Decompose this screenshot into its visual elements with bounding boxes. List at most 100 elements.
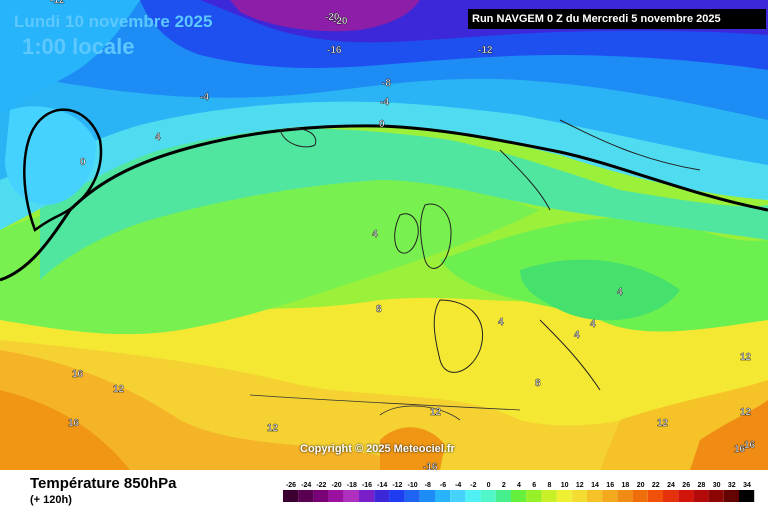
legend-tick-label: 20 <box>637 482 645 489</box>
legend-tick-label: -14 <box>377 482 387 489</box>
map-value-label: 4 <box>498 317 504 328</box>
legend-tick-label: 18 <box>622 482 630 489</box>
legend-tick-label: 10 <box>561 482 569 489</box>
legend-color-swatch <box>419 490 435 502</box>
legend-tick-label: 0 <box>487 482 491 489</box>
legend-color-swatch <box>556 490 572 502</box>
map-value-label: 4 <box>590 319 596 330</box>
legend-tick-label: -16 <box>362 482 372 489</box>
parameter-title: Température 850hPa <box>30 475 177 492</box>
legend-color-swatch <box>404 490 420 502</box>
legend-color-swatch <box>480 490 496 502</box>
map-value-label: 4 <box>155 132 161 143</box>
legend-color-swatch <box>617 490 633 502</box>
legend-tick-label: -2 <box>470 482 476 489</box>
legend-tick-label: -26 <box>286 482 296 489</box>
legend-tick-label: 26 <box>682 482 690 489</box>
legend-tick-label: -18 <box>347 482 357 489</box>
map-value-label: -16 <box>327 45 342 56</box>
map-value-label: 12 <box>113 384 125 395</box>
map-value-label: 12 <box>740 352 752 363</box>
forecast-time: 1:00 locale <box>22 34 135 59</box>
map-value-label: -4 <box>200 92 209 103</box>
legend-color-swatch <box>632 490 648 502</box>
legend-tick-label: 28 <box>698 482 706 489</box>
map-value-label: -20 <box>325 12 340 23</box>
legend-tick-label: -4 <box>455 482 461 489</box>
map-value-label: 4 <box>617 287 623 298</box>
legend-tick-label: 4 <box>517 482 521 489</box>
map-value-label: -4 <box>380 97 389 108</box>
legend-tick-label: 6 <box>532 482 536 489</box>
map-value-label: 16 <box>72 369 84 380</box>
legend-color-swatch <box>739 490 755 502</box>
legend-color-swatch <box>708 490 724 502</box>
legend-color-swatch <box>298 490 314 502</box>
legend-color-swatch <box>571 490 587 502</box>
legend-color-swatch <box>359 490 375 502</box>
legend-tick-label: -22 <box>316 482 326 489</box>
legend-color-swatch <box>602 490 618 502</box>
legend-tick-label: 22 <box>652 482 660 489</box>
map-value-label: -8 <box>382 78 391 89</box>
legend-color-swatch <box>693 490 709 502</box>
legend-tick-label: -10 <box>408 482 418 489</box>
legend-tick-label: 16 <box>606 482 614 489</box>
legend-tick-label: -12 <box>392 482 402 489</box>
legend-tick-label: 34 <box>743 482 751 489</box>
legend-color-swatch <box>663 490 679 502</box>
legend-color-swatch <box>328 490 344 502</box>
map-value-label: 12 <box>657 418 669 429</box>
legend-color-swatch <box>343 490 359 502</box>
map-value-label: -16 <box>423 462 438 470</box>
legend-tick-label: -20 <box>332 482 342 489</box>
legend-color-swatch <box>435 490 451 502</box>
map-value-label: -20 <box>333 16 348 27</box>
legend-tick-label: 2 <box>502 482 506 489</box>
copyright-notice: Copyright © 2025 Meteociel.fr <box>300 443 455 455</box>
legend-color-swatch <box>283 490 299 502</box>
legend-tick-label: 12 <box>576 482 584 489</box>
map-value-label: -12 <box>50 0 65 6</box>
temperature-map: -12 -20 -20 -16 -12 -8 -4 -4 0 4 0 4 8 4 4 4 4 12 16 12 8 12 1… <box>0 0 768 470</box>
legend-tick-label: 30 <box>713 482 721 489</box>
legend-color-swatch <box>313 490 329 502</box>
map-value-label: 16 <box>68 418 80 429</box>
legend-color-swatch <box>587 490 603 502</box>
legend-color-swatch <box>647 490 663 502</box>
legend-tick-label: 24 <box>667 482 675 489</box>
legend-color-swatch <box>495 490 511 502</box>
map-value-label: 4 <box>372 229 378 240</box>
map-value-label: 0 <box>80 157 86 168</box>
legend-color-swatch <box>389 490 405 502</box>
map-value-label: 12 <box>430 407 442 418</box>
legend-color-swatch <box>374 490 390 502</box>
legend-tick-label: -24 <box>301 482 311 489</box>
legend-tick-label: 32 <box>728 482 736 489</box>
legend-tick-label: -6 <box>440 482 446 489</box>
legend-color-swatch <box>541 490 557 502</box>
map-value-label: 16 <box>734 444 746 455</box>
map-value-label: 12 <box>267 423 279 434</box>
legend-tick-label: 14 <box>591 482 599 489</box>
legend-color-swatch <box>526 490 542 502</box>
map-value-label: 0 <box>379 119 385 130</box>
map-value-labels: -12-20-20-16 -12-8-4-40404844441216128121… <box>50 0 756 470</box>
map-value-label: 8 <box>376 304 382 315</box>
forecast-date: Lundi 10 novembre 2025 <box>14 12 213 31</box>
legend-color-swatch <box>723 490 739 502</box>
map-value-label: 4 <box>574 330 580 341</box>
map-value-label: 16 <box>744 440 756 451</box>
map-value-label: -12 <box>478 45 493 56</box>
legend-color-swatch <box>511 490 527 502</box>
legend-tick-label: 8 <box>547 482 551 489</box>
map-value-label: 12 <box>740 407 752 418</box>
legend-color-swatch <box>678 490 694 502</box>
temperature-legend: -26 -24 -22 -20 -18 -16 -14 -12 -10 -8 -6 -4 -2 0 2 4 6 8… <box>283 478 763 515</box>
model-run-info: Run NAVGEM 0 Z du Mercredi 5 novembre 20… <box>468 9 766 29</box>
legend-color-swatch <box>450 490 466 502</box>
lead-time: (+ 120h) <box>30 494 72 506</box>
map-value-label: 8 <box>535 378 541 389</box>
legend-color-swatch <box>465 490 481 502</box>
legend-tick-label: -8 <box>425 482 431 489</box>
